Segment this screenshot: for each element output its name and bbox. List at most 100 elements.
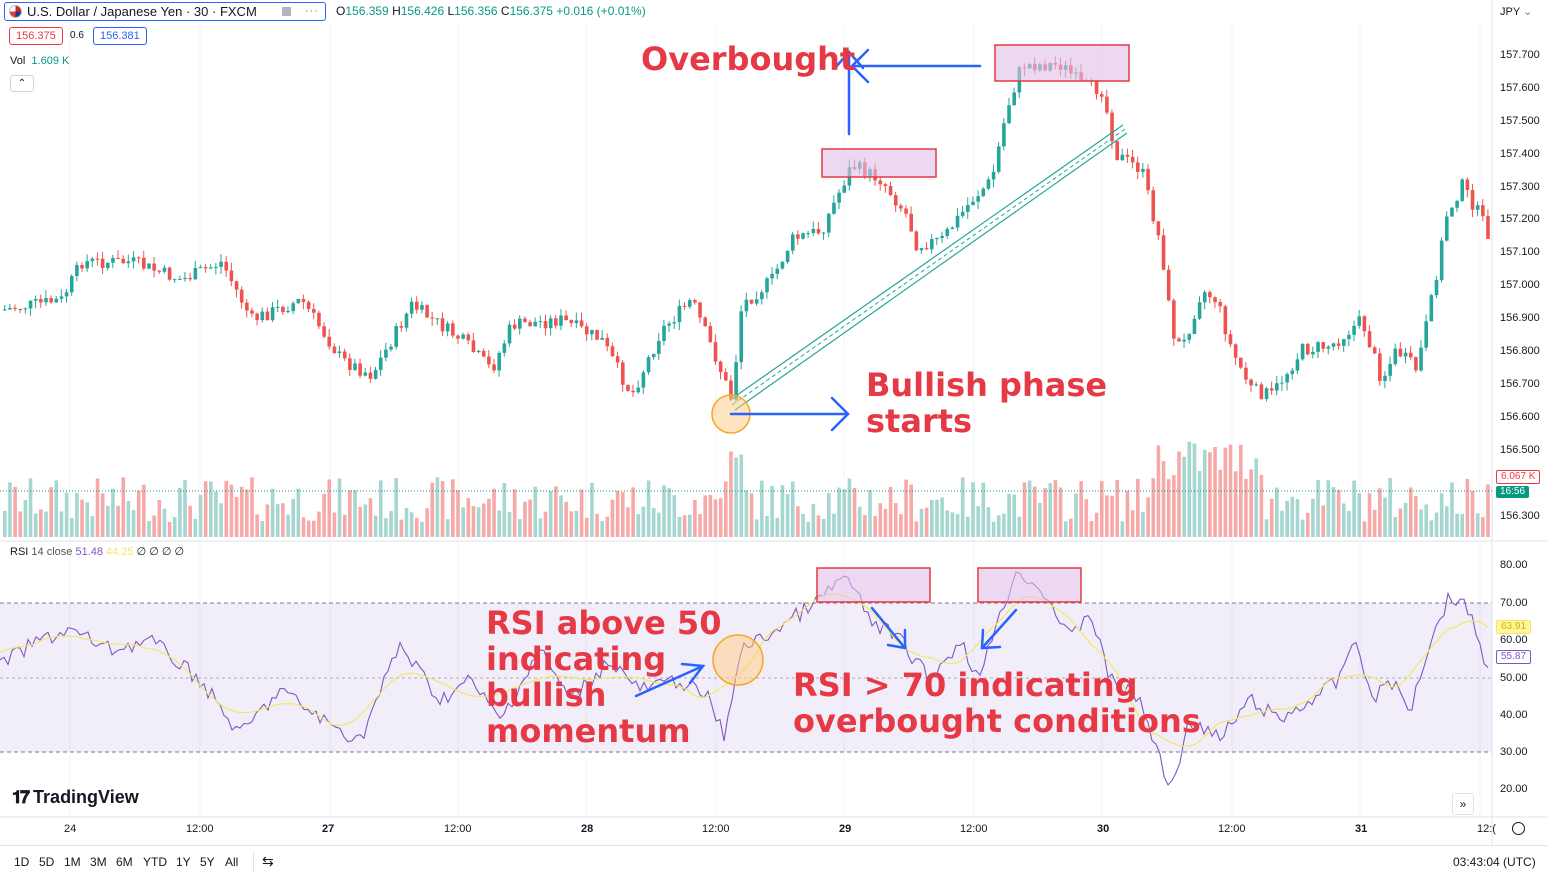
volume-bar [1311, 498, 1315, 537]
settings-gear-icon[interactable] [1512, 822, 1525, 835]
candle-body [1470, 190, 1475, 210]
candle-body [100, 258, 105, 268]
candle-body [518, 318, 522, 329]
volume-bar [306, 520, 311, 537]
sell-button[interactable]: 156.375 [9, 27, 63, 45]
buy-button[interactable]: 156.381 [93, 27, 147, 45]
volume-bar [796, 506, 800, 537]
candle-body [39, 299, 43, 303]
rsi-overbought-box-2[interactable] [977, 567, 1082, 603]
tradingview-logo[interactable]: 𝟏𝟕 TradingView [12, 787, 139, 807]
volume-bar [1460, 513, 1465, 537]
candle-body [1460, 179, 1465, 201]
range-ytd-button[interactable]: YTD [143, 855, 167, 869]
candle-body [172, 279, 177, 281]
range-5d-button[interactable]: 5D [39, 855, 55, 869]
volume-bar [595, 513, 599, 537]
candle-body [80, 264, 84, 269]
currency-select[interactable]: JPY ⌄ [1500, 6, 1533, 18]
volume-bar [1002, 513, 1006, 537]
rsi-overbought-box-1[interactable] [816, 567, 931, 603]
candle-body [657, 340, 661, 354]
volume-bar [523, 501, 527, 537]
volume-bar [18, 511, 23, 537]
candle-body [255, 313, 259, 321]
volume-bar [852, 488, 857, 537]
volume-bar [806, 521, 810, 537]
candle-body [18, 309, 23, 311]
scroll-to-realtime-button[interactable]: » [1452, 793, 1474, 815]
volume-bar [1187, 441, 1192, 537]
volume-bar [85, 502, 89, 537]
overbought-box-1[interactable] [821, 148, 937, 178]
collapse-legend-button[interactable]: ⌃ [10, 75, 34, 92]
volume-bar [579, 489, 584, 537]
candle-body [574, 320, 579, 324]
volume-bar [842, 489, 847, 537]
volume-bar [667, 488, 671, 537]
candle-body [327, 336, 332, 347]
trend-channel[interactable] [729, 124, 1128, 411]
candle-body [234, 281, 239, 290]
volume-bar [1074, 493, 1078, 537]
range-1m-button[interactable]: 1M [64, 855, 81, 869]
volume-bar [497, 510, 501, 537]
volume-bar [1223, 447, 1228, 537]
overbought-box-2[interactable] [994, 44, 1130, 82]
range-6m-button[interactable]: 6M [116, 855, 133, 869]
volume-bar [23, 500, 28, 537]
volume-bar [682, 515, 687, 537]
volume-bar [646, 480, 651, 537]
candle-body [1239, 357, 1243, 368]
range-1d-button[interactable]: 1D [14, 855, 30, 869]
volume-bar [95, 478, 100, 537]
candle-body [281, 306, 285, 313]
range-5y-button[interactable]: 5Y [200, 855, 215, 869]
volume-bar [301, 517, 306, 537]
range-all-button[interactable]: All [225, 855, 239, 869]
candle-body [1475, 205, 1480, 210]
candle-body [960, 211, 965, 216]
volume-bar [785, 494, 790, 537]
rsi-50-marker[interactable] [712, 634, 764, 686]
candle-body [605, 337, 610, 347]
candle-body [1311, 351, 1315, 355]
candle-body [1326, 346, 1331, 349]
date-range-calendar-icon[interactable]: ⇆ [262, 853, 274, 869]
candle-body [404, 313, 409, 328]
volume-bar [1259, 474, 1264, 537]
volume-bar [883, 508, 888, 537]
volume-bar [487, 498, 491, 537]
range-1y-button[interactable]: 1Y [176, 855, 191, 869]
candle-body [131, 257, 136, 262]
candle-body [409, 301, 414, 314]
candle-body [1290, 370, 1295, 375]
candle-body [291, 303, 295, 312]
candle-body [940, 235, 944, 238]
volume-legend: Vol 1.609 K [10, 55, 70, 67]
volume-bar [729, 451, 733, 537]
volume-bar [1197, 471, 1202, 537]
candle-body [662, 325, 666, 341]
volume-bar [1388, 478, 1392, 537]
candle-body [1486, 216, 1490, 239]
symbol-search-button[interactable]: U.S. Dollar / Japanese Yen · 30 · FXCM ·… [4, 2, 326, 21]
volume-bar [1254, 458, 1259, 537]
symbol-title: U.S. Dollar / Japanese Yen · 30 · FXCM [27, 4, 257, 19]
volume-bar [1125, 490, 1130, 537]
rsi-legend[interactable]: RSI 14 close 51.48 44.25 ∅ ∅ ∅ ∅ [10, 546, 185, 558]
clock-time[interactable]: 03:43:04 (UTC) [1453, 855, 1536, 869]
volume-bar [1182, 456, 1186, 537]
candle-body [945, 229, 950, 236]
rsi-value-tag: 55.87 [1496, 650, 1532, 664]
range-3m-button[interactable]: 3M [90, 855, 107, 869]
volume-bar [116, 505, 120, 537]
candle-body [935, 237, 939, 240]
candle-body [126, 261, 131, 264]
volume-bar [574, 510, 579, 537]
volume-bar [821, 518, 826, 537]
volume-bar [466, 498, 471, 537]
volume-bar [1290, 496, 1295, 537]
more-icon[interactable]: ··· [305, 5, 319, 17]
